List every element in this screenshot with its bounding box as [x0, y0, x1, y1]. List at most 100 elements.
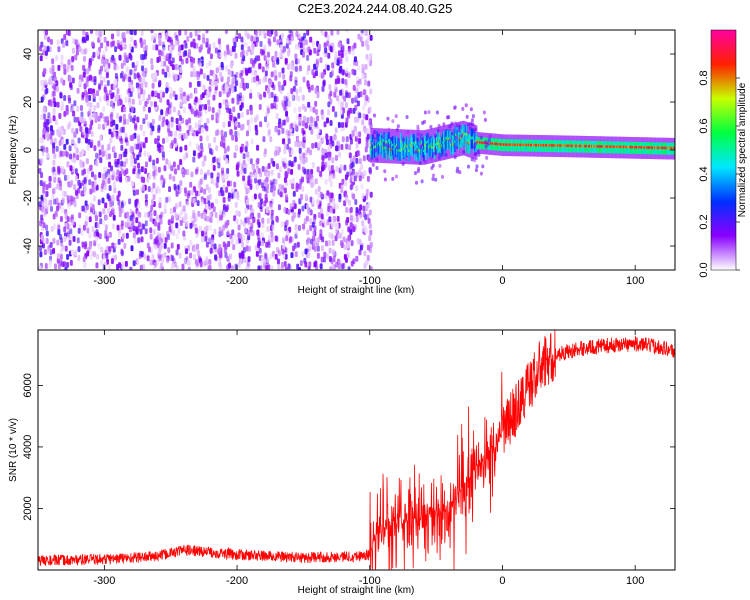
heatmap-cell [101, 179, 105, 186]
heatmap-cell [283, 148, 287, 155]
heatmap-cell [109, 137, 113, 144]
heatmap-cell [223, 247, 227, 254]
heatmap-cell [286, 116, 290, 123]
heatmap-cell [99, 73, 103, 80]
heatmap-cell [328, 256, 332, 263]
heatmap-cell [121, 41, 125, 48]
heatmap-cell [120, 250, 124, 257]
heatmap-cell [91, 171, 95, 178]
heatmap-cell [220, 61, 224, 68]
heatmap-cell [59, 92, 63, 99]
heatmap-cell [120, 144, 124, 151]
heatmap-cell [339, 164, 343, 171]
heatmap-cell [78, 212, 82, 219]
heatmap-cell [69, 259, 73, 266]
heatmap-cell [97, 140, 101, 147]
heatmap-cell [231, 188, 235, 195]
heatmap-cell [420, 179, 424, 184]
heatmap-cell [302, 152, 306, 159]
heatmap-cell [418, 160, 422, 165]
heatmap-cell [310, 128, 314, 135]
heatmap-cell [107, 264, 111, 270]
heatmap-cell [160, 262, 164, 269]
heatmap-cell [277, 264, 281, 270]
heatmap-cell [345, 136, 349, 143]
heatmap-cell [264, 181, 268, 188]
heatmap-cell [128, 220, 132, 227]
heatmap-cell [56, 130, 60, 137]
heatmap-cell [63, 94, 67, 101]
heatmap-cell [93, 145, 97, 152]
heatmap-cell [53, 198, 57, 205]
heatmap-cell [201, 33, 205, 40]
heatmap-cell [119, 176, 123, 183]
heatmap-cell [230, 265, 234, 270]
heatmap-cell [470, 118, 474, 123]
heatmap-cell [487, 138, 491, 143]
heatmap-cell [331, 106, 335, 113]
heatmap-cell [327, 101, 331, 108]
heatmap-cell [373, 113, 377, 118]
heatmap-cell [287, 167, 291, 174]
heatmap-cell [54, 170, 58, 177]
heatmap-cell [78, 45, 82, 52]
heatmap-cell [184, 50, 188, 57]
heatmap-cell [284, 100, 288, 107]
heatmap-cell [221, 84, 225, 91]
heatmap-cell [52, 147, 56, 154]
heatmap-cell [150, 199, 154, 206]
heatmap-cell [238, 252, 242, 259]
heatmap-cell [146, 255, 150, 262]
heatmap-cell [260, 182, 264, 189]
heatmap-cell [105, 252, 109, 259]
heatmap-cell [205, 38, 209, 45]
heatmap-cell [240, 102, 244, 109]
heatmap-cell [415, 180, 419, 185]
heatmap-cell [110, 131, 114, 138]
heatmap-cell [272, 190, 276, 197]
heatmap-cell [171, 255, 175, 262]
heatmap-cell [255, 80, 259, 87]
heatmap-cell [174, 168, 178, 175]
heatmap-cell [363, 127, 367, 134]
heatmap-cell [96, 231, 100, 238]
heatmap-cell [283, 95, 287, 102]
heatmap-cell [189, 56, 193, 63]
heatmap-cell [235, 164, 239, 171]
heatmap-cell [152, 159, 156, 166]
heatmap-cell [107, 195, 111, 202]
heatmap-cell [294, 141, 298, 148]
heatmap-cell [179, 179, 183, 186]
heatmap-cell [151, 82, 155, 89]
heatmap-cell [160, 179, 164, 186]
heatmap-cell [327, 240, 331, 247]
heatmap-cell [178, 201, 182, 208]
heatmap-cell [132, 117, 136, 124]
heatmap-cell [354, 199, 358, 206]
heatmap-cell [179, 101, 183, 108]
heatmap-cell [47, 112, 51, 119]
heatmap-cell [163, 60, 167, 67]
heatmap-cell [295, 114, 299, 121]
heatmap-cell [317, 192, 321, 199]
heatmap-cell [272, 55, 276, 62]
heatmap-cell [209, 147, 213, 154]
heatmap-cell [194, 88, 198, 95]
heatmap-cell [104, 45, 108, 52]
heatmap-xtick-label: -200 [226, 275, 248, 287]
heatmap-cell [281, 261, 285, 268]
heatmap-cell [63, 190, 67, 197]
heatmap-cell [362, 104, 366, 111]
heatmap-cell [445, 115, 449, 120]
heatmap-cell [348, 152, 352, 159]
heatmap-cell [413, 160, 417, 165]
heatmap-cell [279, 166, 283, 173]
heatmap-cell [343, 200, 347, 207]
heatmap-cell [48, 175, 52, 182]
heatmap-cell [101, 197, 105, 204]
heatmap-cell [45, 87, 49, 94]
heatmap-cell [142, 77, 146, 84]
heatmap-cell [104, 58, 108, 65]
heatmap-cell [110, 56, 114, 63]
